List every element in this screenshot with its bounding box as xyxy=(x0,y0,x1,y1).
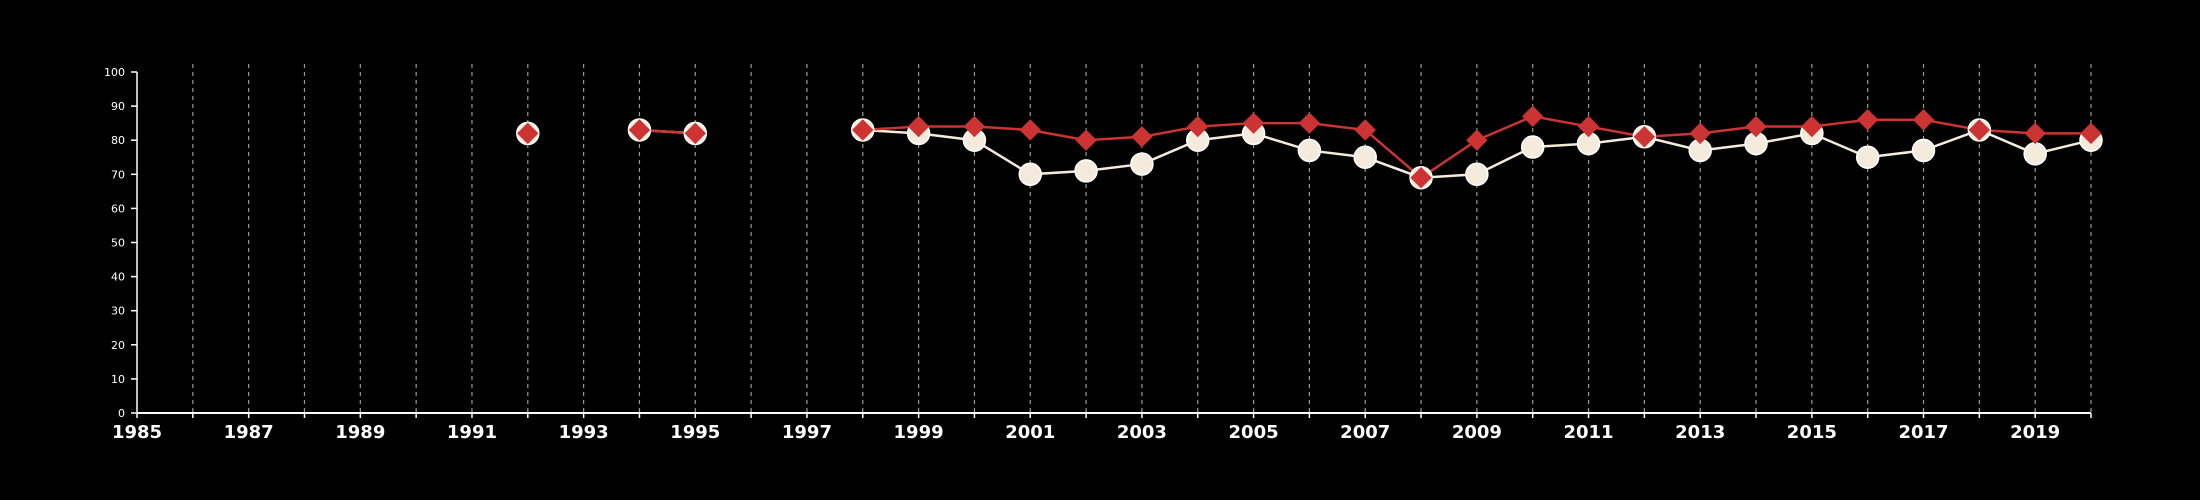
data-point-circle xyxy=(1130,152,1154,176)
data-point-circle xyxy=(1520,135,1545,159)
data-point-diamond xyxy=(1801,115,1823,138)
y-tick-label: 20 xyxy=(111,339,125,352)
y-tick-label: 30 xyxy=(111,305,125,318)
data-point-diamond xyxy=(963,115,986,138)
data-point-diamond xyxy=(1187,115,1209,138)
data-point-diamond xyxy=(1633,126,1656,148)
y-tick-label: 10 xyxy=(111,373,125,386)
x-tick-label: 1985 xyxy=(112,422,162,443)
x-tick-label: 2017 xyxy=(1898,422,1948,443)
data-point-circle xyxy=(1855,145,1880,169)
data-point-diamond xyxy=(2080,122,2102,145)
x-tick-label: 1997 xyxy=(782,422,832,443)
data-point-diamond xyxy=(1522,105,1544,128)
data-point-circle xyxy=(1911,138,1936,163)
x-tick-label: 1993 xyxy=(559,422,609,443)
data-point-diamond xyxy=(1242,112,1265,134)
x-tick-label: 1987 xyxy=(224,422,274,443)
x-tick-label: 2009 xyxy=(1452,422,1502,443)
data-point-circle xyxy=(1018,162,1043,187)
y-tick-label: 0 xyxy=(118,407,125,420)
data-point-circle xyxy=(1353,145,1377,169)
data-point-diamond xyxy=(517,122,539,145)
data-point-diamond xyxy=(1075,129,1097,151)
data-point-circle xyxy=(1297,138,1322,163)
x-tick-label: 1989 xyxy=(335,422,385,443)
x-tick-label: 2019 xyxy=(2010,422,2060,443)
data-point-diamond xyxy=(1410,167,1432,189)
y-tick-label: 90 xyxy=(111,100,125,113)
x-tick-label: 2011 xyxy=(1563,422,1613,443)
y-tick-label: 100 xyxy=(104,66,125,79)
data-point-diamond xyxy=(1689,122,1711,145)
y-axis: 0 10 20 30 40 50 60 70 80 90 100 xyxy=(104,66,138,420)
data-point-diamond xyxy=(1354,119,1376,141)
x-tick-label: 2003 xyxy=(1117,422,1167,443)
data-point-diamond xyxy=(1856,109,1879,131)
x-tick-label: 2013 xyxy=(1675,422,1725,443)
markers-diamond xyxy=(517,105,2102,189)
x-tick-label: 1991 xyxy=(447,422,497,443)
data-point-circle xyxy=(2023,142,2047,166)
series-layer xyxy=(516,105,2103,190)
data-point-diamond xyxy=(1577,115,1600,138)
data-point-diamond xyxy=(2024,122,2046,145)
data-point-diamond xyxy=(628,119,651,141)
x-axis: 1985 1987 1989 1991 1993 1995 1997 1999 2001 2003… xyxy=(112,412,2092,443)
data-point-diamond xyxy=(1019,119,1041,141)
data-point-diamond xyxy=(907,115,930,138)
data-point-diamond xyxy=(1745,115,1767,138)
data-point-diamond xyxy=(1131,126,1153,148)
y-tick-label: 40 xyxy=(111,271,125,284)
y-tick-label: 70 xyxy=(111,168,125,181)
data-point-diamond xyxy=(1912,109,1935,131)
data-point-circle xyxy=(1074,159,1098,183)
data-point-diamond xyxy=(1466,129,1488,151)
data-point-circle xyxy=(1465,162,1489,187)
x-tick-label: 2015 xyxy=(1787,422,1837,443)
x-tick-label: 1999 xyxy=(894,422,944,443)
y-tick-label: 80 xyxy=(111,134,125,147)
x-tick-label: 1995 xyxy=(670,422,720,443)
x-tick-label: 2007 xyxy=(1340,422,1390,443)
data-point-diamond xyxy=(1968,119,1991,141)
data-point-diamond xyxy=(684,122,706,145)
data-point-diamond xyxy=(852,119,874,141)
data-point-diamond xyxy=(1298,112,1321,134)
grid-lines xyxy=(192,64,2092,413)
y-tick-label: 50 xyxy=(111,237,125,250)
y-tick-label: 60 xyxy=(111,202,125,215)
x-tick-label: 2001 xyxy=(1005,422,1055,443)
markers-circle xyxy=(516,118,2103,190)
x-tick-label: 2005 xyxy=(1229,422,1279,443)
